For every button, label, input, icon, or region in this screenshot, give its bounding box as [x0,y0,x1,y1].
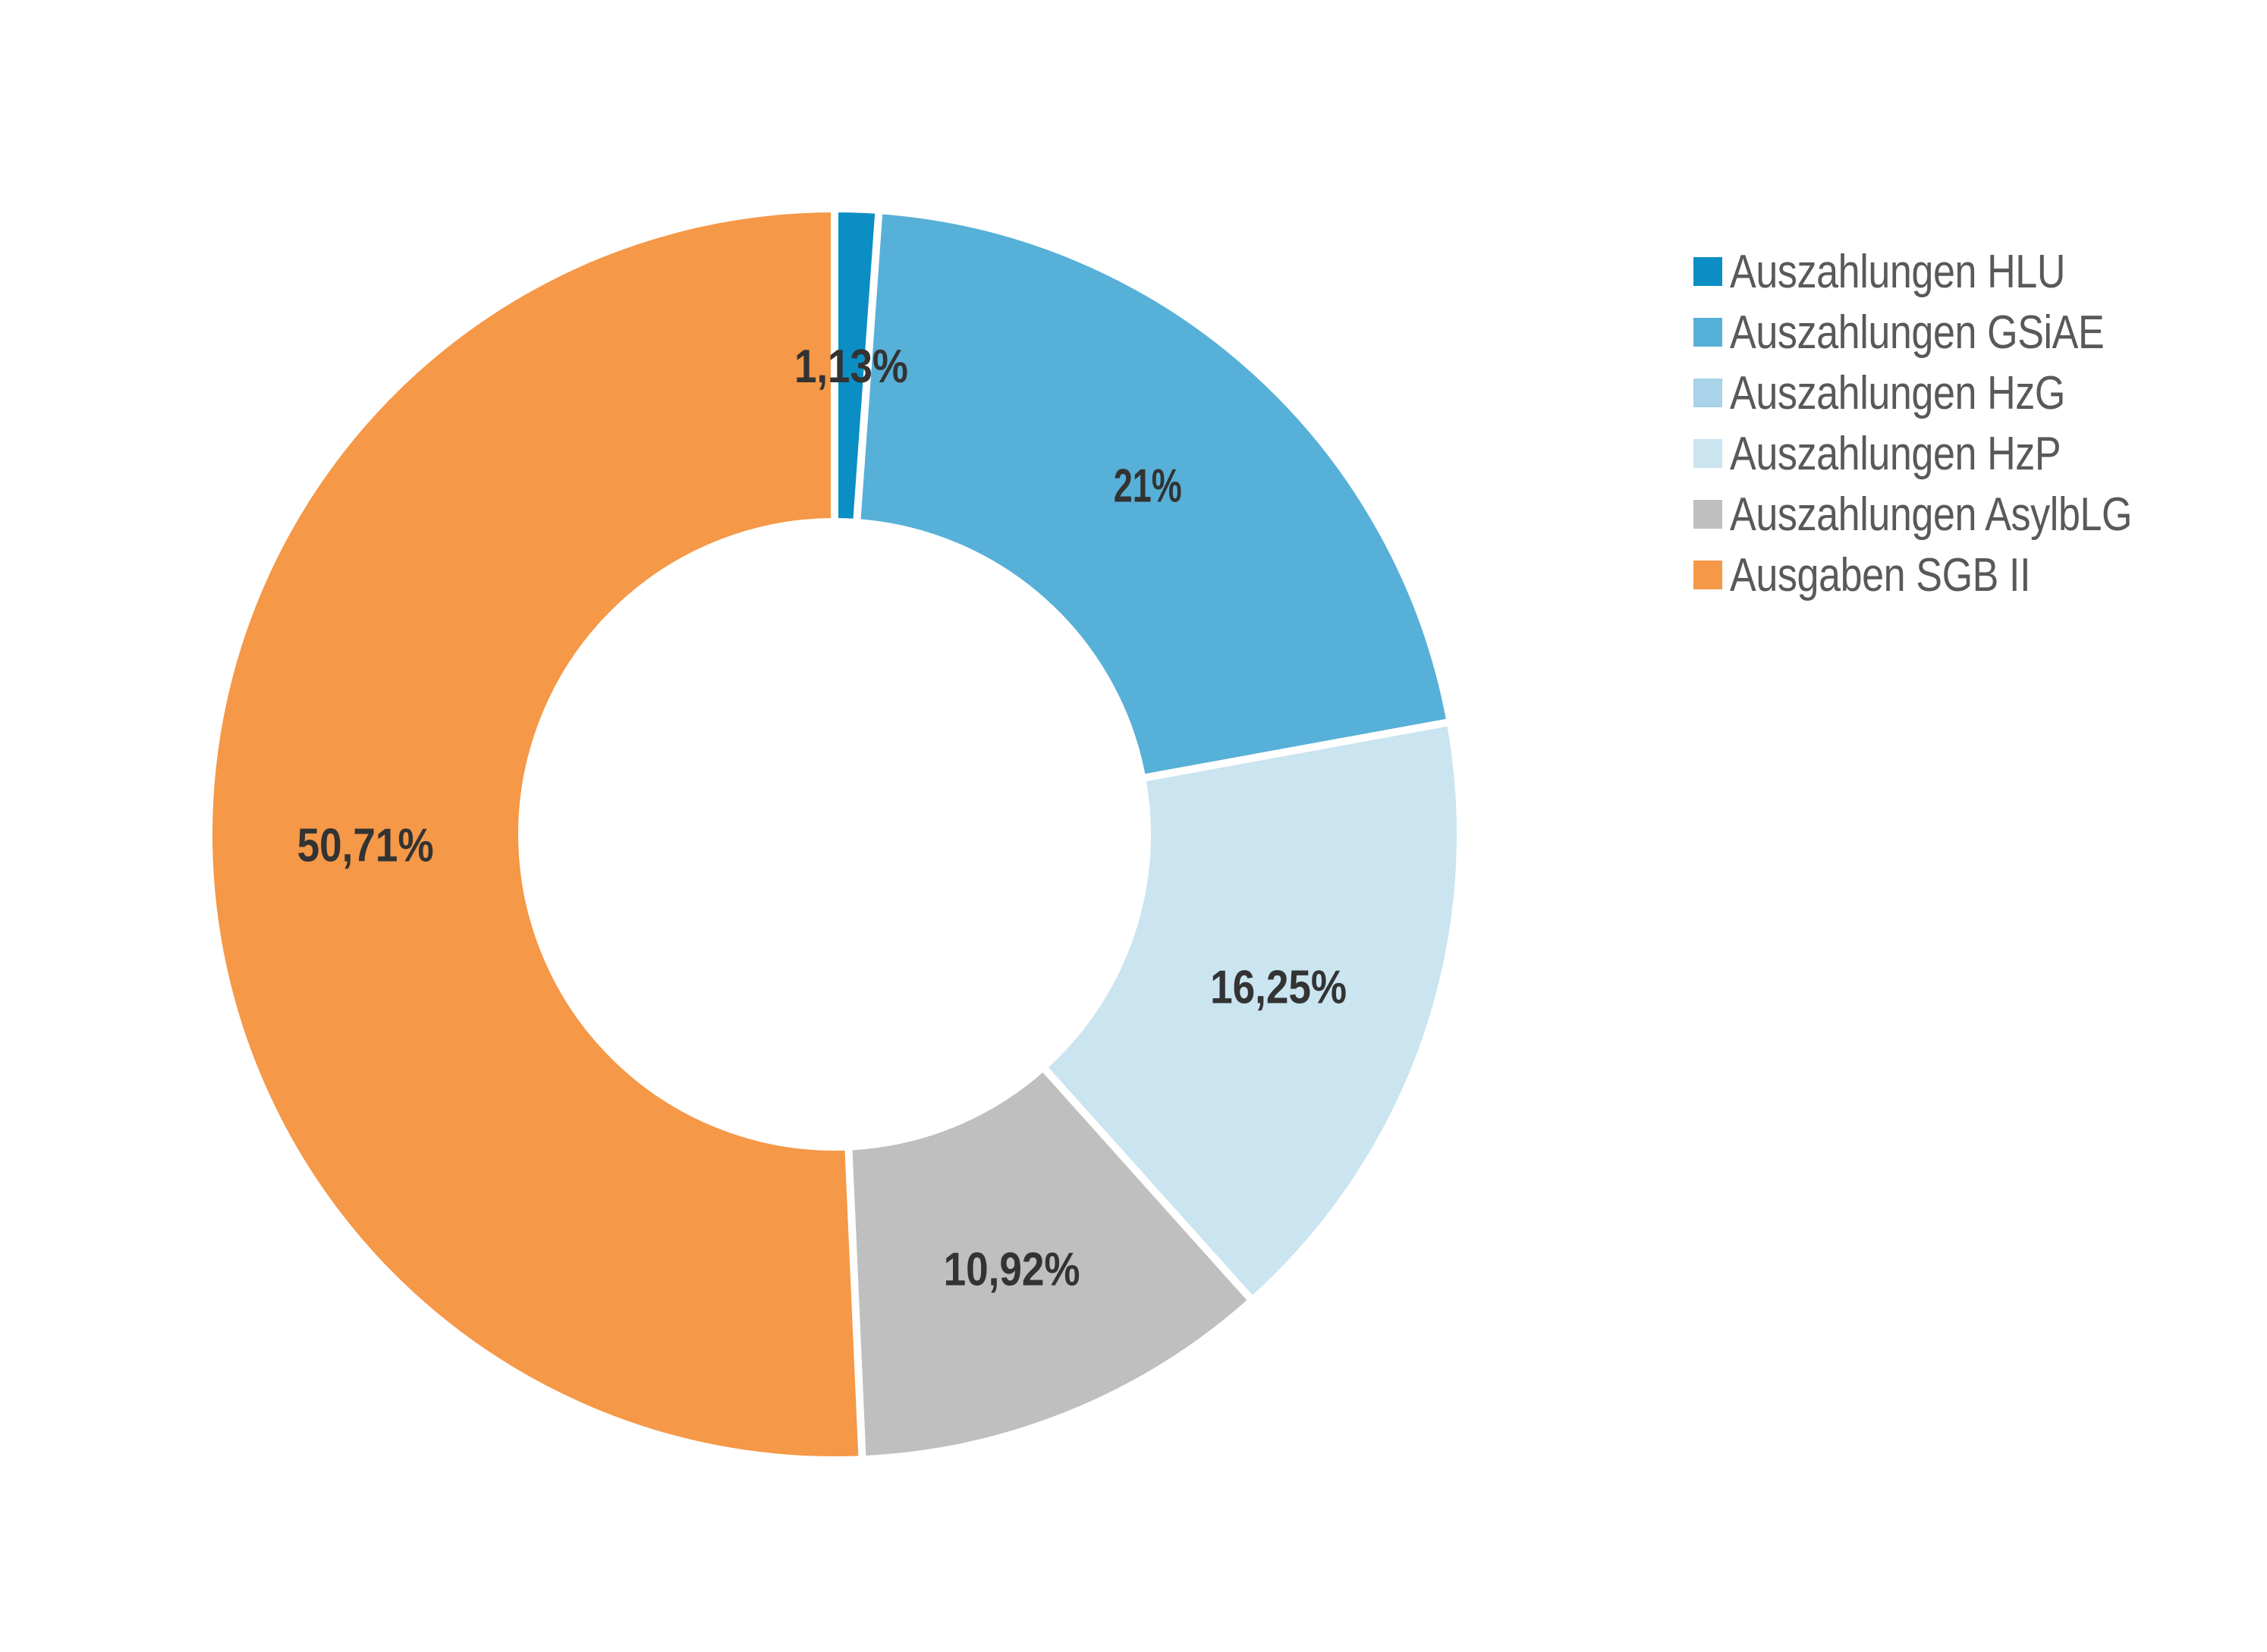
slice-auszahlungen-gsiae [852,206,1455,783]
legend-label-auszahlungen-hzp: Auszahlungen HzP [1730,427,2061,480]
legend-label-auszahlungen-hzg: Auszahlungen HzG [1730,366,2066,419]
legend-label-auszahlungen-asylblg: Auszahlungen AsylbLG [1730,488,2133,541]
chart-legend: Auszahlungen HLU Auszahlungen GSiAE Auszah… [1693,241,2209,605]
slice-auszahlungen-hzp [1037,718,1464,1306]
data-label-auszahlungen-hzp: 16,25% [1210,961,1347,1013]
data-label-auszahlungen-hlu: 1,13% [794,341,908,393]
legend-item-auszahlungen-hzp: Auszahlungen HzP [1693,423,2209,484]
legend-swatch-auszahlungen-gsiae [1693,318,1722,347]
slice-ausgaben-sgb-ii [205,204,866,1464]
legend-swatch-ausgaben-sgb-ii [1693,561,1722,589]
data-label-auszahlungen-asylblg: 10,92% [944,1244,1080,1296]
legend-item-auszahlungen-asylblg: Auszahlungen AsylbLG [1693,484,2209,545]
legend-swatch-auszahlungen-hzg [1693,378,1722,407]
slice-auszahlungen-asylblg [844,1061,1258,1464]
legend-swatch-auszahlungen-hlu [1693,257,1722,286]
legend-item-auszahlungen-hlu: Auszahlungen HLU [1693,241,2209,302]
legend-swatch-auszahlungen-asylblg [1693,500,1722,529]
legend-item-auszahlungen-hzg: Auszahlungen HzG [1693,363,2209,423]
legend-swatch-auszahlungen-hzp [1693,439,1722,468]
legend-label-auszahlungen-gsiae: Auszahlungen GSiAE [1730,306,2105,359]
legend-label-ausgaben-sgb-ii: Ausgaben SGB II [1730,548,2031,601]
data-label-ausgaben-sgb-ii: 50,71% [297,820,434,872]
data-label-auszahlungen-gsiae: 21% [1114,460,1182,512]
legend-item-ausgaben-sgb-ii: Ausgaben SGB II [1693,545,2209,605]
legend-label-auszahlungen-hlu: Auszahlungen HLU [1730,245,2066,298]
legend-item-auszahlungen-gsiae: Auszahlungen GSiAE [1693,302,2209,363]
